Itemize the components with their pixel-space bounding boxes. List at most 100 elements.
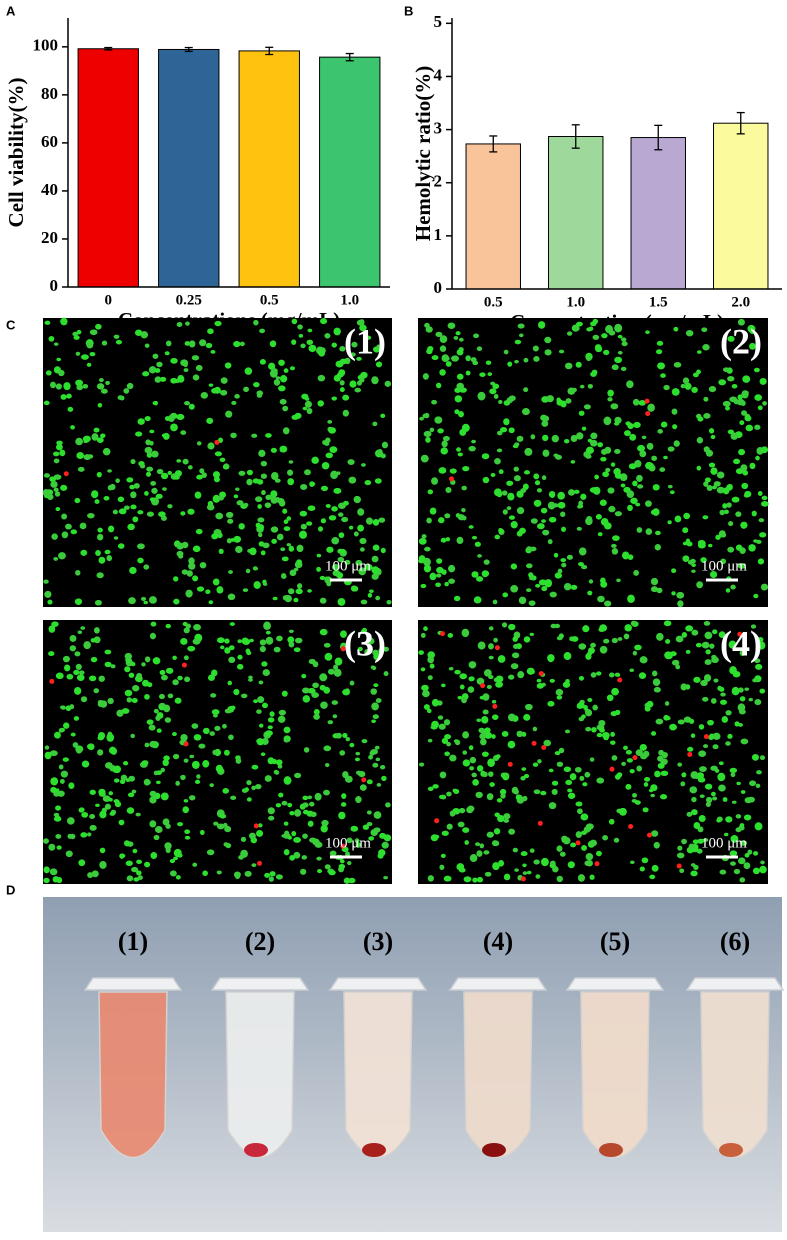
cell (205, 342, 213, 349)
dead-cell (49, 678, 55, 684)
cell (465, 355, 471, 362)
cell (280, 448, 285, 453)
cell (597, 442, 603, 448)
cell (211, 533, 219, 540)
cell (614, 356, 623, 364)
cell (262, 542, 270, 549)
cell (235, 487, 240, 491)
cell (747, 849, 753, 855)
cell (253, 382, 260, 388)
cell (503, 349, 509, 355)
cell (510, 521, 518, 529)
cell (492, 840, 499, 846)
cell (259, 358, 266, 365)
cell (669, 490, 675, 495)
dead-cell (594, 861, 600, 867)
cell (126, 382, 134, 390)
cell (386, 599, 392, 605)
cell (427, 786, 434, 792)
cell (741, 410, 748, 416)
cell (191, 760, 200, 769)
cell (60, 705, 66, 710)
cell (560, 511, 566, 517)
cell (681, 632, 688, 638)
cell (268, 876, 274, 882)
cell (207, 442, 215, 450)
cell (541, 420, 549, 427)
cell (113, 799, 120, 804)
cell (183, 627, 190, 634)
cell (535, 874, 541, 879)
cell (624, 430, 631, 437)
cell (99, 861, 107, 869)
cell (348, 877, 356, 884)
cell (155, 780, 161, 785)
x-tick-label: 0.25 (176, 292, 202, 308)
cell (43, 838, 49, 844)
cell (212, 471, 220, 479)
cell (105, 380, 111, 385)
cell (282, 508, 288, 514)
cell (498, 469, 504, 475)
cell (490, 472, 496, 477)
cell (372, 762, 379, 768)
cell (186, 570, 193, 577)
cell (720, 692, 726, 697)
cell (718, 379, 726, 386)
cell (599, 624, 608, 632)
cell (300, 868, 307, 875)
cell (302, 833, 308, 839)
cell (630, 860, 635, 864)
cell (580, 493, 587, 500)
cell (253, 566, 259, 571)
cell (628, 463, 637, 470)
cell (283, 526, 291, 532)
cell (96, 471, 102, 478)
cell (269, 340, 277, 348)
cell (671, 388, 680, 396)
cell (703, 838, 709, 842)
cell (570, 842, 577, 848)
cell (215, 512, 224, 520)
dead-cell (645, 411, 651, 417)
cell (289, 366, 296, 371)
cell (590, 432, 598, 440)
cell (427, 489, 434, 495)
cell (600, 517, 609, 526)
cell (176, 459, 182, 463)
cell (342, 732, 348, 739)
cell (136, 870, 142, 876)
cell (607, 389, 614, 397)
cell (601, 333, 608, 339)
cell (677, 719, 685, 725)
cell (419, 416, 424, 421)
cell (698, 724, 705, 730)
cell (541, 585, 548, 592)
cell (206, 417, 214, 424)
cell (350, 825, 359, 832)
cell (304, 400, 312, 408)
cell (704, 783, 713, 790)
cell (144, 742, 150, 748)
cell (66, 393, 72, 399)
cell (158, 693, 165, 700)
cell (607, 397, 613, 402)
cell (526, 546, 532, 552)
cell (458, 411, 464, 418)
y-tick-label: 100 (33, 36, 59, 55)
cell (443, 875, 452, 882)
cell (535, 583, 541, 588)
cell (506, 506, 512, 511)
cell (98, 556, 106, 564)
cell (149, 429, 155, 434)
cell (58, 728, 64, 733)
cell (483, 669, 492, 677)
cell (677, 845, 683, 851)
cell (493, 637, 498, 643)
cell (516, 507, 525, 515)
cell (495, 675, 504, 683)
cell (640, 753, 648, 760)
bar (319, 56, 381, 288)
cell (159, 669, 166, 676)
tube-label: (6) (720, 927, 750, 956)
